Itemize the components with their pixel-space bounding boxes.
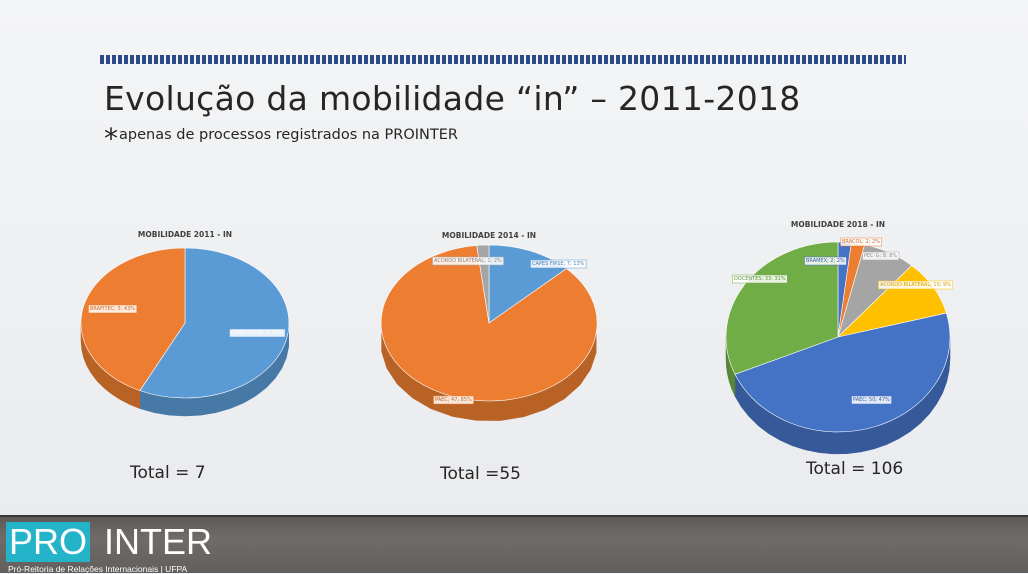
pie-chart-1: MOBILIDADE 2014 - IN CAPES FIPSE; 7; 13% P… (380, 231, 598, 421)
pie-charts-area: MOBILIDADE 2011 - IN CAPES FIPSE; 4; 57% B… (80, 220, 953, 455)
pie-chart-2: MOBILIDADE 2018 - IN BRAMEX; 2; 2% BRACOL;… (725, 220, 953, 455)
logo-inter: INTER (104, 521, 212, 562)
logo-pro: PRO (6, 522, 91, 562)
data-label-paec: PAEC; 47; 85% (435, 397, 472, 403)
data-label-box (530, 259, 587, 269)
data-label-bramex: BRAMEX; 2; 2% (806, 258, 845, 264)
chart-title: MOBILIDADE 2011 - IN (138, 230, 232, 239)
decorative-dash-bar (100, 55, 906, 64)
asterisk-marker: * (104, 122, 118, 155)
data-label-box (432, 256, 504, 266)
pie-slice-capes-fipse (139, 247, 290, 399)
footer-bar: PRO INTER Pró-Reitoria de Relações Inter… (0, 515, 1028, 574)
data-label-acordo-bilateral: ACORDO BILATERAL; 10; 9% (880, 282, 951, 288)
chart-title: MOBILIDADE 2018 - IN (791, 220, 885, 229)
data-label-capes-fipse: CAPES FIPSE; 7; 13% (532, 261, 585, 267)
footer-divider (0, 515, 1028, 517)
pie-chart-0: MOBILIDADE 2011 - IN CAPES FIPSE; 4; 57% B… (80, 230, 290, 417)
data-label-box (862, 251, 900, 261)
data-label-bracol: BRACOL; 2; 2% (842, 239, 880, 245)
data-label-pec-g: PEC-G; 8; 8% (864, 253, 897, 259)
data-label-box (804, 256, 847, 266)
data-label-box (229, 328, 286, 338)
total-2018: Total = 106 (806, 459, 904, 479)
data-label-box (840, 237, 882, 247)
slide-subtitle: *apenas de processos registrados na PROI… (104, 122, 458, 155)
data-label-acordo-bilateral: ACORDO BILATERAL; 1; 2% (434, 258, 502, 264)
slide-title: Evolução da mobilidade “in” – 2011-2018 (104, 79, 801, 118)
data-label-capes-fipse: CAPES FIPSE; 4; 57% (231, 330, 284, 336)
data-label-docentes: DOCENTES; 33; 31% (734, 276, 786, 282)
pie-slice-brafitec (80, 247, 186, 391)
data-label-brafitec: BRAFITEC; 3; 43% (90, 306, 135, 312)
data-label-box (732, 274, 788, 284)
logo-tagline: Pró-Reitoria de Relações Internacionais … (8, 564, 188, 574)
chart-title: MOBILIDADE 2014 - IN (442, 231, 536, 240)
total-2011: Total = 7 (130, 463, 206, 483)
pie-slice-paec (734, 312, 951, 433)
data-label-box (878, 280, 953, 290)
data-label-box (851, 395, 892, 405)
data-label-box (433, 395, 474, 405)
data-label-paec: PAEC; 50; 47% (853, 397, 890, 403)
subtitle-text: apenas de processos registrados na PROIN… (119, 127, 458, 143)
data-label-box (88, 304, 138, 314)
total-2014: Total =55 (440, 464, 521, 484)
